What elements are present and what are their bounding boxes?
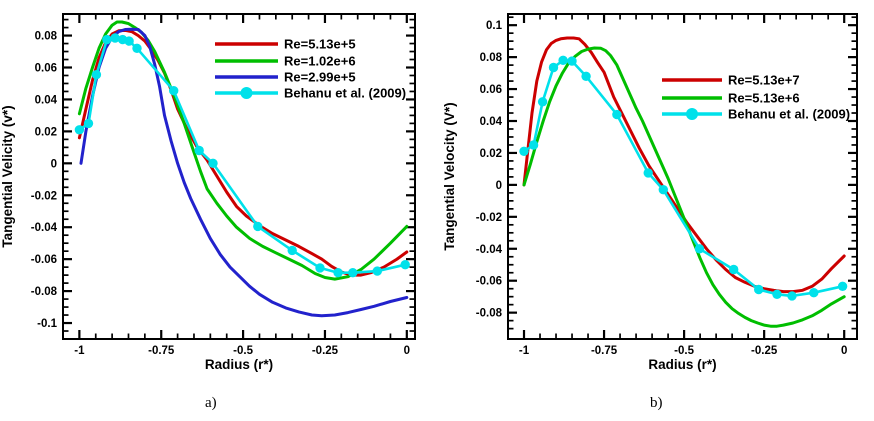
legend-entry-3: Behanu et al. (2009) [215, 86, 406, 101]
caption-b: b) [650, 395, 663, 411]
caption-a: a) [205, 395, 217, 411]
svg-text:-0.08: -0.08 [31, 286, 58, 298]
axis-ticks [509, 15, 856, 338]
x-axis-title: Radius (r*) [648, 357, 716, 372]
y-tick-labels: 0.1 0.08 0.06 0.04 0.02 0 -0.02 -0.04 -0.06 -0.08 [476, 20, 503, 319]
series-line-2 [79, 27, 409, 318]
svg-text:-0.75: -0.75 [148, 345, 175, 357]
svg-text:-0.06: -0.06 [476, 276, 502, 288]
legend-swatch-marker [240, 87, 253, 99]
chart-panel-a: -1 -0.75 -0.5 -0.25 0 0.08 0.06 0.04 0.02 0 -0.02 -… [0, 13, 416, 411]
svg-text:-0.1: -0.1 [37, 318, 57, 330]
series-markers-3 [74, 33, 410, 278]
axis-ticks [64, 15, 414, 338]
y-axis-title: Tangential Velocity (V*) [442, 102, 457, 250]
legend-swatch-marker [686, 108, 698, 120]
chart-b-canvas: -1 -0.75 -0.5 -0.25 0 0.1 0.08 0.06 0.04 0.02 0 -0.… [442, 13, 858, 372]
legend-label: Re=5.13e+5 [284, 37, 356, 52]
svg-text:-0.02: -0.02 [476, 212, 502, 224]
x-tick-labels: -1 -0.75 -0.5 -0.25 0 [519, 345, 848, 357]
svg-text:-0.08: -0.08 [476, 308, 503, 320]
svg-text:-0.04: -0.04 [31, 222, 58, 234]
svg-text:-0.5: -0.5 [674, 345, 694, 357]
svg-text:-1: -1 [519, 345, 530, 357]
series-line-0 [77, 28, 409, 277]
y-axis-title: Tangential Velicity (v*) [0, 105, 15, 247]
svg-text:-0.5: -0.5 [233, 345, 253, 357]
svg-text:-0.04: -0.04 [476, 244, 503, 256]
series-line-1 [77, 20, 409, 281]
svg-text:0.04: 0.04 [35, 94, 58, 106]
legend-label: Behanu et al. (2009) [284, 86, 406, 101]
svg-text:0.1: 0.1 [486, 20, 503, 32]
legend-entry-2: Re=2.99e+5 [215, 70, 356, 85]
svg-text:0.02: 0.02 [480, 148, 502, 160]
chart-a-canvas: -1 -0.75 -0.5 -0.25 0 0.08 0.06 0.04 0.02 0 -0.02 -… [0, 13, 416, 372]
legend-entry-1: Re=5.13e+6 [662, 91, 800, 106]
svg-text:0: 0 [51, 158, 57, 170]
svg-text:-0.06: -0.06 [31, 254, 57, 266]
legend-label: Re=1.02e+6 [284, 54, 356, 69]
svg-text:0.02: 0.02 [35, 126, 57, 138]
svg-text:0.06: 0.06 [480, 84, 502, 96]
svg-text:-1: -1 [74, 345, 85, 357]
svg-text:0.08: 0.08 [480, 52, 503, 64]
svg-text:0: 0 [496, 180, 502, 192]
svg-text:-0.02: -0.02 [31, 190, 57, 202]
x-axis-title: Radius (r*) [205, 357, 273, 372]
legend-label: Behanu et al. (2009) [728, 107, 850, 122]
legend-label: Re=2.99e+5 [284, 70, 356, 85]
legend-entry-1: Re=1.02e+6 [215, 54, 356, 69]
legend-entry-0: Re=5.13e+7 [662, 73, 800, 88]
legend-label: Re=5.13e+6 [728, 91, 800, 106]
svg-text:-0.25: -0.25 [751, 345, 778, 357]
svg-text:-0.25: -0.25 [312, 345, 339, 357]
svg-text:0.04: 0.04 [480, 116, 503, 128]
legend-label: Re=5.13e+7 [728, 73, 800, 88]
svg-text:0.08: 0.08 [35, 31, 58, 43]
legend-entry-0: Re=5.13e+5 [215, 37, 356, 52]
plot-frame [507, 13, 858, 340]
series-group [519, 36, 848, 328]
svg-text:0.06: 0.06 [35, 63, 57, 75]
chart-panel-b: -1 -0.75 -0.5 -0.25 0 0.1 0.08 0.06 0.04 0.02 0 -0.… [437, 0, 874, 421]
plot-frame [62, 13, 416, 340]
series-markers-2 [519, 55, 848, 301]
x-tick-labels: -1 -0.75 -0.5 -0.25 0 [74, 345, 410, 357]
legend-entry-2: Behanu et al. (2009) [662, 107, 850, 122]
series-line-3 [78, 36, 407, 274]
series-group [74, 20, 410, 318]
svg-text:-0.75: -0.75 [591, 345, 618, 357]
svg-text:0: 0 [841, 345, 847, 357]
svg-text:0: 0 [404, 345, 410, 357]
y-tick-labels: 0.08 0.06 0.04 0.02 0 -0.02 -0.04 -0.06 -0.08 -0.… [31, 31, 58, 330]
